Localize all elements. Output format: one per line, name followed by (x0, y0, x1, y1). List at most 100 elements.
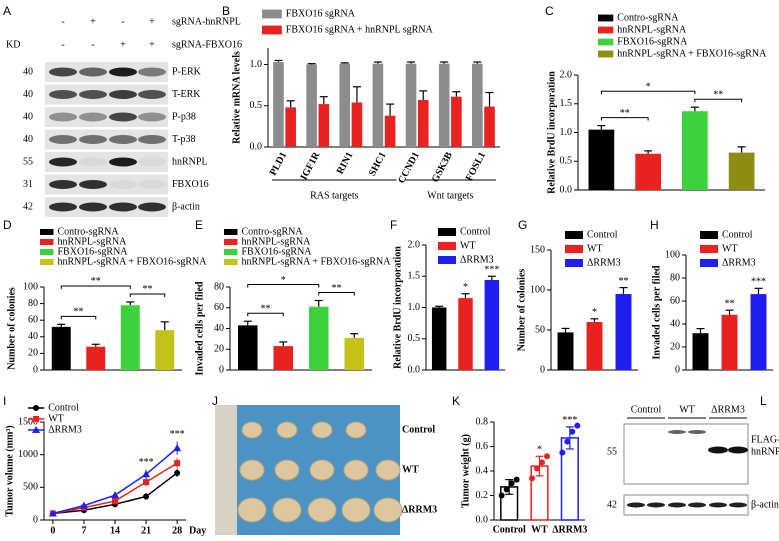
bar (155, 330, 175, 370)
data-point (544, 453, 550, 460)
blot-band (79, 90, 107, 99)
tumor (239, 459, 265, 481)
blot-band (49, 90, 77, 99)
protein-label: hnRNPL (172, 156, 208, 167)
legend-swatch (224, 239, 238, 245)
y-axis-label: Number of colonies (6, 287, 17, 370)
y-tick-label: 80 (670, 272, 680, 283)
y-tick-label: 0.2 (476, 490, 489, 501)
x-axis-label: Day (189, 525, 206, 536)
blot-band (138, 135, 166, 144)
significance: ** (261, 304, 271, 315)
tumor (276, 421, 298, 439)
tumor (274, 459, 300, 481)
y-tick-label: 0.8 (476, 416, 489, 427)
blot-band (49, 67, 77, 77)
bar (237, 325, 258, 370)
legend-label: Control (722, 229, 753, 240)
y-tick-label: 0.0 (560, 184, 573, 195)
blot-band (109, 157, 137, 167)
y-tick-label: 1.0 (250, 59, 263, 70)
y-tick-label: 0.0 (476, 514, 489, 525)
blot-band (109, 135, 137, 144)
legend-swatch (700, 245, 718, 253)
data-point (539, 459, 545, 466)
significance: * (537, 445, 542, 456)
legend-label: FBXO16-sgRNA (242, 246, 313, 257)
y-tick-label: 80 (214, 281, 224, 292)
significance: ** (143, 284, 153, 295)
legend-swatch (598, 50, 614, 58)
legend-label: FBXO16 sgRNA (286, 8, 356, 19)
x-tick-label: ΔRRM3 (552, 524, 587, 535)
legend-label: Control (460, 226, 491, 237)
y-tick-label: 1000 (18, 449, 38, 460)
molecular-weight: 42 (23, 201, 33, 212)
data-point (112, 498, 118, 505)
y-tick-label: 100 (530, 284, 545, 295)
legend-swatch (224, 259, 238, 265)
y-tick-label: 2.0 (408, 239, 421, 250)
significance-bracket (60, 285, 131, 289)
bar (586, 322, 603, 370)
legend-label: ΔRRM3 (48, 424, 82, 435)
tumor (345, 421, 367, 439)
y-tick-label: 0 (540, 364, 545, 375)
condition-sign: - (91, 39, 94, 50)
panel-letter: I (3, 394, 6, 408)
y-tick-label: 0.5 (560, 156, 573, 167)
y-axis-label: Invaded cells per filed (651, 265, 662, 359)
blot-band (109, 202, 137, 212)
significance: * (592, 307, 597, 318)
blot-band (709, 502, 727, 508)
condition-sign: + (90, 16, 96, 27)
data-point (174, 469, 181, 476)
blot-band (138, 67, 166, 77)
blot-band (688, 502, 706, 508)
molecular-weight: 31 (23, 179, 33, 190)
y-tick-label: 40 (214, 323, 224, 334)
data-point (569, 428, 576, 435)
significance-bracket (247, 283, 320, 288)
y-axis-label: Number of colonies (516, 269, 527, 352)
blot-strip (45, 152, 168, 172)
legend-swatch (565, 231, 583, 239)
group-label: ΔRRM3 (402, 504, 437, 515)
molecular-weight: 40 (23, 66, 33, 77)
condition-sign: + (149, 16, 155, 27)
legend-label: Contro-sgRNA (58, 226, 120, 237)
bar (306, 64, 317, 147)
condition-sign: + (120, 39, 126, 50)
bar (405, 63, 417, 147)
bar (635, 153, 661, 190)
bar (417, 99, 429, 147)
significance: ** (725, 298, 735, 309)
bar (51, 326, 71, 370)
panel-letter: A (3, 4, 11, 18)
blot-band (668, 502, 686, 508)
lane-label: WT (679, 404, 695, 415)
legend-label: Control (587, 229, 618, 240)
blot-band (708, 446, 728, 454)
x-tick-label: FOSL1 (464, 150, 488, 183)
y-tick-label: 40 (670, 318, 680, 329)
legend-swatch (565, 259, 583, 267)
significance: ** (332, 283, 342, 294)
blot-band (688, 430, 706, 434)
x-tick-label: RIN1 (335, 150, 356, 176)
y-tick-label: 1.0 (408, 302, 421, 313)
y-axis-label: Tumor volume (mm³) (4, 425, 15, 516)
y-tick-label: 1500 (18, 416, 38, 427)
legend-label: ΔRRM3 (722, 257, 756, 268)
significance-bracket (600, 117, 649, 121)
bar (318, 104, 330, 147)
legend-swatch (438, 228, 456, 236)
bar (339, 63, 351, 147)
blot-band (138, 157, 166, 167)
y-tick-label: 0 (33, 364, 38, 375)
y-tick-label: 0.6 (476, 441, 489, 452)
protein-label: FBXO16 (172, 179, 209, 190)
y-tick-label: 0 (219, 364, 224, 375)
significance-bracket (600, 90, 696, 95)
